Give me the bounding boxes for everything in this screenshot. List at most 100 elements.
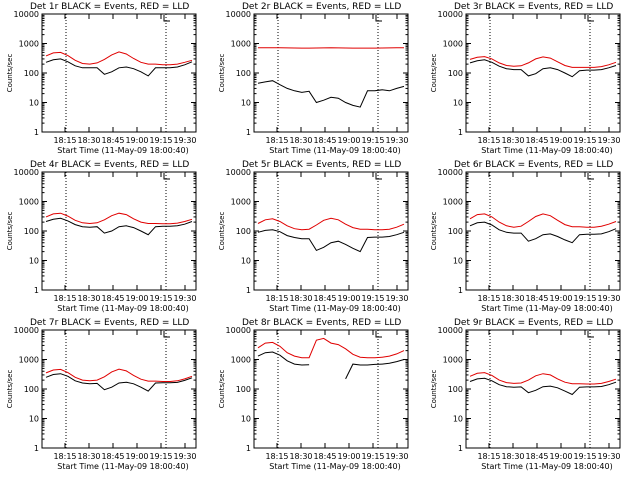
plot-frame [253,329,409,449]
x-axis-label: Start Time (11-May-09 18:00:40) [57,304,188,313]
series-line-events [469,59,617,78]
plot-frame [465,329,621,449]
y-tick-label: 100 [448,69,463,78]
y-tick-label: 100 [236,227,251,236]
y-tick-label: 1 [458,128,463,137]
y-tick-label: 1000 [19,356,39,365]
x-tick-label: 19:00 [337,136,360,145]
y-tick-label: 100 [236,69,251,78]
x-tick-label: 18:15 [265,136,288,145]
marker-bracket [375,173,382,180]
y-tick-label: 100 [448,227,463,236]
y-tick-label: 100 [448,385,463,394]
x-tick-label: 18:15 [53,294,76,303]
plot-frame [465,171,621,291]
panel-1: Det 1r BLACK = Events, RED = LLD 1 10 100 10… [6,2,197,155]
panel-2: Det 2r BLACK = Events, RED = LLD 1 10 100 10… [218,2,409,155]
y-tick-label: 1000 [443,356,463,365]
y-tick-label: 10 [453,257,463,266]
x-axis-label: Start Time (11-May-09 18:00:40) [481,146,612,155]
series-line-lld [45,51,193,66]
y-axis-label: Counts/sec [218,54,226,93]
x-tick-label: 18:45 [313,294,336,303]
marker-bracket [375,15,382,22]
series-line-lld [469,372,617,385]
x-tick-label: 18:30 [289,294,312,303]
x-tick-label: 19:00 [337,294,360,303]
x-tick-label: 18:15 [265,294,288,303]
x-axis-label: Start Time (11-May-09 18:00:40) [57,462,188,471]
series-line-events [257,229,405,253]
y-tick-label: 10 [241,257,251,266]
y-tick-label: 10000 [226,168,251,177]
x-tick-label: 18:30 [289,452,312,461]
x-tick-label: 18:15 [477,136,500,145]
x-tick-label: 19:15 [361,136,384,145]
x-tick-label: 18:15 [53,452,76,461]
x-axis-label: Start Time (11-May-09 18:00:40) [57,146,188,155]
y-tick-label: 1000 [443,40,463,49]
series-line-events [469,221,617,244]
x-tick-label: 19:30 [173,294,196,303]
plot-frame [41,13,197,133]
x-tick-label: 18:45 [525,294,548,303]
x-tick-label: 19:15 [361,452,384,461]
panel-3: Det 3r BLACK = Events, RED = LLD 1 10 100 10… [430,2,621,155]
panel-9: Det 9r BLACK = Events, RED = LLD 1 10 100 10… [430,318,621,471]
y-axis-label: Counts/sec [6,212,14,251]
y-tick-label: 1000 [231,356,251,365]
plot-frame [465,13,621,133]
y-tick-label: 10000 [226,10,251,19]
x-tick-label: 19:00 [549,294,572,303]
y-tick-label: 10 [29,99,39,108]
y-axis-label: Counts/sec [218,370,226,409]
x-tick-label: 19:30 [597,452,620,461]
series-line-lld [469,56,617,68]
panel-title: Det 4r BLACK = Events, RED = LLD [30,160,189,170]
x-tick-label: 19:30 [385,294,408,303]
x-tick-label: 19:15 [361,294,384,303]
y-tick-label: 1000 [231,198,251,207]
y-tick-label: 10000 [226,326,251,335]
y-axis-label: Counts/sec [218,212,226,251]
x-tick-label: 18:30 [501,136,524,145]
panel-6: Det 6r BLACK = Events, RED = LLD 1 10 100 10… [430,160,621,313]
y-axis-label: Counts/sec [6,54,14,93]
y-axis-label: Counts/sec [430,370,438,409]
panel-title: Det 2r BLACK = Events, RED = LLD [242,2,401,12]
y-tick-label: 100 [24,69,39,78]
x-tick-label: 19:15 [573,452,596,461]
y-tick-label: 10 [453,99,463,108]
marker-bracket [163,15,170,22]
x-tick-label: 18:30 [501,452,524,461]
panel-4: Det 4r BLACK = Events, RED = LLD 1 10 100 10… [6,160,197,313]
y-tick-label: 1000 [19,40,39,49]
series-line-events [45,373,193,392]
x-tick-label: 19:15 [149,452,172,461]
series-line-lld [45,212,193,225]
marker-bracket [163,331,170,338]
panel-title: Det 8r BLACK = Events, RED = LLD [242,318,401,328]
x-tick-label: 19:30 [385,452,408,461]
series-line-events [45,58,193,77]
x-tick-label: 18:45 [525,452,548,461]
x-tick-label: 19:15 [573,136,596,145]
x-tick-label: 19:30 [597,294,620,303]
y-tick-label: 1 [34,444,39,453]
panel-5: Det 5r BLACK = Events, RED = LLD 1 10 100 10… [218,160,409,313]
x-axis-label: Start Time (11-May-09 18:00:40) [269,304,400,313]
x-tick-label: 19:15 [149,294,172,303]
x-tick-label: 18:45 [101,294,124,303]
y-tick-label: 10000 [438,168,463,177]
x-tick-label: 18:45 [313,136,336,145]
x-axis-label: Start Time (11-May-09 18:00:40) [269,146,400,155]
x-tick-label: 19:00 [549,452,572,461]
series-line-events [469,377,617,396]
series-line-lld [257,337,405,359]
x-tick-label: 18:30 [289,136,312,145]
x-tick-label: 18:45 [525,136,548,145]
x-tick-label: 18:45 [101,452,124,461]
series-line-lld [45,368,193,382]
panel-title: Det 3r BLACK = Events, RED = LLD [454,2,613,12]
x-tick-label: 19:30 [597,136,620,145]
